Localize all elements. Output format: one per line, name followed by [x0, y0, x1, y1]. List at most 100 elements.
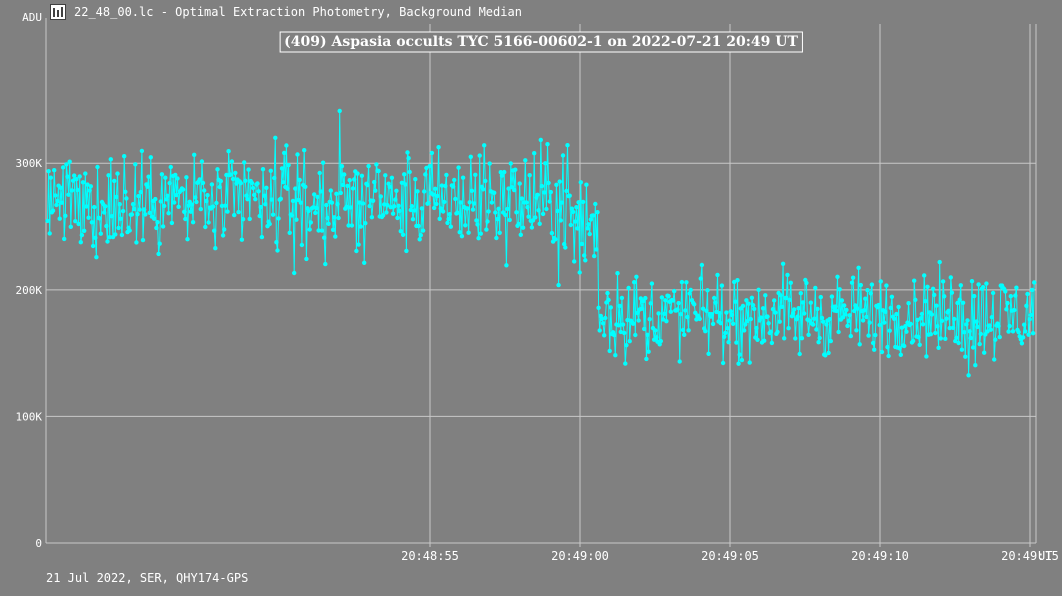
- data-point: [780, 261, 786, 266]
- data-point: [376, 168, 381, 174]
- data-point: [442, 199, 447, 205]
- data-point: [922, 273, 927, 278]
- data-point: [606, 297, 611, 303]
- data-point: [549, 230, 555, 236]
- data-point: [756, 287, 761, 292]
- data-point: [366, 163, 371, 169]
- data-point: [584, 182, 589, 187]
- data-point: [977, 341, 982, 347]
- data-point: [486, 209, 491, 214]
- data-point: [312, 192, 317, 197]
- data-point: [879, 349, 885, 355]
- data-point: [915, 317, 920, 323]
- data-point: [974, 319, 979, 324]
- data-point: [899, 325, 905, 330]
- data-point: [272, 175, 277, 181]
- data-point: [700, 306, 706, 311]
- data-point: [587, 231, 592, 237]
- data-point: [225, 209, 230, 214]
- data-point: [564, 188, 569, 194]
- data-point: [427, 163, 432, 169]
- data-point: [956, 340, 961, 346]
- data-point: [308, 220, 313, 225]
- data-point: [572, 259, 577, 264]
- data-point: [200, 180, 206, 186]
- data-point: [645, 332, 650, 337]
- data-point: [276, 216, 281, 221]
- series-line: [47, 110, 1035, 376]
- data-point: [970, 345, 976, 350]
- data-point: [910, 338, 916, 344]
- data-point: [299, 242, 305, 248]
- data-point: [349, 223, 355, 228]
- data-point: [988, 327, 993, 332]
- footer-info: 21 Jul 2022, SER, QHY174-GPS: [46, 571, 249, 585]
- data-point: [496, 206, 501, 211]
- data-point: [459, 234, 465, 239]
- data-point: [553, 237, 558, 242]
- data-point: [333, 234, 338, 239]
- data-point: [328, 188, 333, 193]
- data-point: [955, 300, 960, 306]
- data-point: [536, 208, 541, 213]
- data-point: [518, 232, 523, 237]
- data-point: [88, 184, 94, 189]
- grid-layer: [46, 24, 1036, 543]
- data-point: [682, 332, 687, 337]
- data-point: [314, 205, 319, 211]
- data-point: [658, 338, 663, 344]
- data-point: [975, 324, 980, 330]
- data-point: [326, 221, 331, 226]
- data-point: [728, 309, 733, 314]
- data-point: [726, 340, 731, 345]
- data-point: [562, 241, 567, 247]
- data-point: [709, 312, 715, 317]
- data-point: [426, 200, 431, 206]
- data-point: [292, 270, 297, 276]
- data-point: [1008, 294, 1013, 299]
- y-tick-label: 100K: [16, 410, 43, 423]
- data-point: [246, 167, 251, 172]
- data-point: [670, 298, 676, 303]
- data-point: [766, 321, 771, 326]
- data-point: [745, 318, 750, 324]
- data-point: [455, 210, 460, 215]
- data-point: [593, 201, 598, 207]
- window-header: 22_48_00.lc - Optimal Extraction Photome…: [50, 3, 522, 21]
- data-point: [599, 316, 605, 322]
- data-point: [929, 312, 935, 317]
- data-point: [666, 293, 671, 299]
- data-point: [1006, 329, 1011, 334]
- data-point: [1019, 341, 1025, 346]
- data-point: [107, 235, 112, 240]
- data-point: [83, 171, 88, 176]
- data-point: [992, 357, 997, 362]
- data-point: [394, 188, 399, 193]
- data-point: [543, 161, 548, 166]
- data-point: [595, 210, 600, 215]
- data-point: [684, 280, 689, 285]
- data-point: [729, 312, 735, 318]
- data-point: [249, 180, 255, 186]
- data-point: [82, 228, 87, 233]
- data-point: [996, 323, 1001, 329]
- data-point: [60, 165, 66, 170]
- data-point: [423, 172, 428, 177]
- data-point: [1004, 307, 1009, 312]
- data-point: [465, 206, 470, 211]
- data-point: [242, 160, 247, 165]
- data-point: [983, 332, 988, 337]
- data-point: [492, 190, 497, 195]
- data-point: [105, 239, 110, 244]
- data-point: [576, 200, 581, 205]
- data-point: [393, 197, 398, 202]
- data-point: [48, 175, 53, 180]
- data-point: [289, 213, 295, 218]
- data-point: [849, 280, 855, 285]
- data-point: [214, 200, 219, 206]
- lightcurve-app-icon[interactable]: [50, 4, 66, 20]
- data-point: [827, 316, 832, 322]
- data-point: [949, 290, 955, 295]
- data-point: [410, 217, 416, 222]
- data-point: [824, 322, 829, 327]
